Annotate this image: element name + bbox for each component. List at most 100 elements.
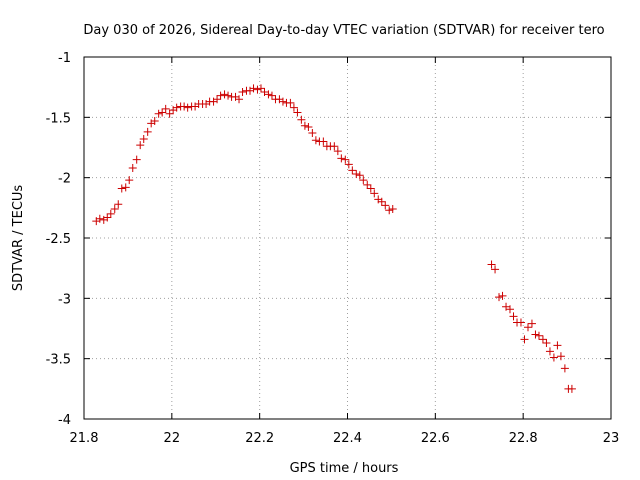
data-point xyxy=(183,103,192,112)
data-point xyxy=(286,98,295,107)
data-point xyxy=(495,293,504,302)
data-points xyxy=(92,84,576,393)
y-tick-label: -3 xyxy=(58,292,71,307)
data-point xyxy=(158,108,167,117)
data-point xyxy=(527,319,536,328)
data-point xyxy=(278,97,287,106)
data-point xyxy=(249,84,258,93)
data-point xyxy=(545,347,554,356)
data-point xyxy=(534,331,543,340)
data-point xyxy=(509,312,518,321)
data-point xyxy=(308,129,317,138)
y-tick-label: -3.5 xyxy=(46,353,71,368)
y-tick-label: -1.5 xyxy=(46,111,71,126)
x-axis-label: GPS time / hours xyxy=(290,461,399,476)
x-tick-label: 21.8 xyxy=(70,431,99,446)
data-point xyxy=(256,84,265,93)
y-tick-label: -2.5 xyxy=(46,232,71,247)
data-point xyxy=(143,127,152,136)
data-point xyxy=(238,87,247,96)
data-point xyxy=(139,135,148,144)
y-axis-label: SDTVAR / TECUs xyxy=(11,185,26,292)
data-point xyxy=(132,155,141,164)
chart-title: Day 030 of 2026, Sidereal Day-to-day VTE… xyxy=(83,23,604,38)
data-point xyxy=(366,184,375,193)
data-point xyxy=(117,184,126,193)
data-point xyxy=(297,115,306,124)
data-point xyxy=(235,95,244,104)
data-point xyxy=(267,91,276,100)
data-point xyxy=(498,291,507,300)
data-point xyxy=(359,176,368,185)
x-tick-label: 23 xyxy=(603,431,620,446)
y-tick-label: -4 xyxy=(58,413,71,428)
data-point xyxy=(264,90,273,99)
data-point xyxy=(216,91,225,100)
data-point xyxy=(220,90,229,99)
data-point xyxy=(165,109,174,118)
data-point xyxy=(538,335,547,344)
data-point xyxy=(213,95,222,104)
data-point xyxy=(337,154,346,163)
data-point xyxy=(319,137,328,146)
data-point xyxy=(311,136,320,145)
data-point xyxy=(348,166,357,175)
data-point xyxy=(491,265,500,274)
data-point xyxy=(531,330,540,339)
y-tick-label: -2 xyxy=(58,172,71,187)
data-point xyxy=(333,147,342,156)
data-point xyxy=(487,260,496,269)
data-point xyxy=(154,109,163,118)
data-point xyxy=(304,122,313,131)
data-point xyxy=(136,141,145,150)
x-tick-label: 22.4 xyxy=(333,431,362,446)
data-point xyxy=(505,305,514,314)
data-point xyxy=(300,121,309,130)
data-point xyxy=(128,164,137,173)
data-point xyxy=(110,205,119,214)
data-point xyxy=(377,197,386,206)
data-point xyxy=(180,102,189,111)
data-point xyxy=(549,353,558,362)
data-point xyxy=(121,183,130,192)
data-point xyxy=(556,352,565,361)
data-point xyxy=(224,91,233,100)
y-tick-label: -1 xyxy=(58,51,71,66)
data-point xyxy=(523,323,532,332)
data-point xyxy=(330,142,339,151)
data-point xyxy=(363,180,372,189)
data-point xyxy=(370,189,379,198)
data-point xyxy=(253,85,262,94)
data-point xyxy=(385,206,394,215)
data-point xyxy=(293,108,302,117)
data-point xyxy=(341,155,350,164)
data-point xyxy=(520,335,529,344)
data-point xyxy=(355,171,364,180)
grid-lines xyxy=(84,57,611,419)
data-point xyxy=(103,213,112,222)
data-point xyxy=(344,160,353,169)
data-point xyxy=(381,201,390,210)
data-point xyxy=(352,170,361,179)
data-point xyxy=(542,338,551,347)
data-point xyxy=(172,103,181,112)
data-point xyxy=(125,176,134,185)
x-tick-label: 22.2 xyxy=(245,431,274,446)
data-point xyxy=(560,364,569,373)
data-point xyxy=(150,116,159,125)
x-tick-label: 22.8 xyxy=(509,431,538,446)
data-point xyxy=(95,214,104,223)
data-point xyxy=(106,209,115,218)
data-point xyxy=(516,318,525,327)
data-point xyxy=(161,104,170,113)
data-point xyxy=(388,205,397,214)
x-tick-label: 22 xyxy=(164,431,181,446)
x-tick-label: 22.6 xyxy=(421,431,450,446)
data-point xyxy=(114,200,123,209)
data-point xyxy=(553,341,562,350)
data-point xyxy=(289,103,298,112)
data-point xyxy=(567,384,576,393)
axis-ticks: 21.8 22 22.2 22.4 22.6 22.8 23 -4 -3.5 -3 -2.5 -2 -1… xyxy=(46,51,620,446)
